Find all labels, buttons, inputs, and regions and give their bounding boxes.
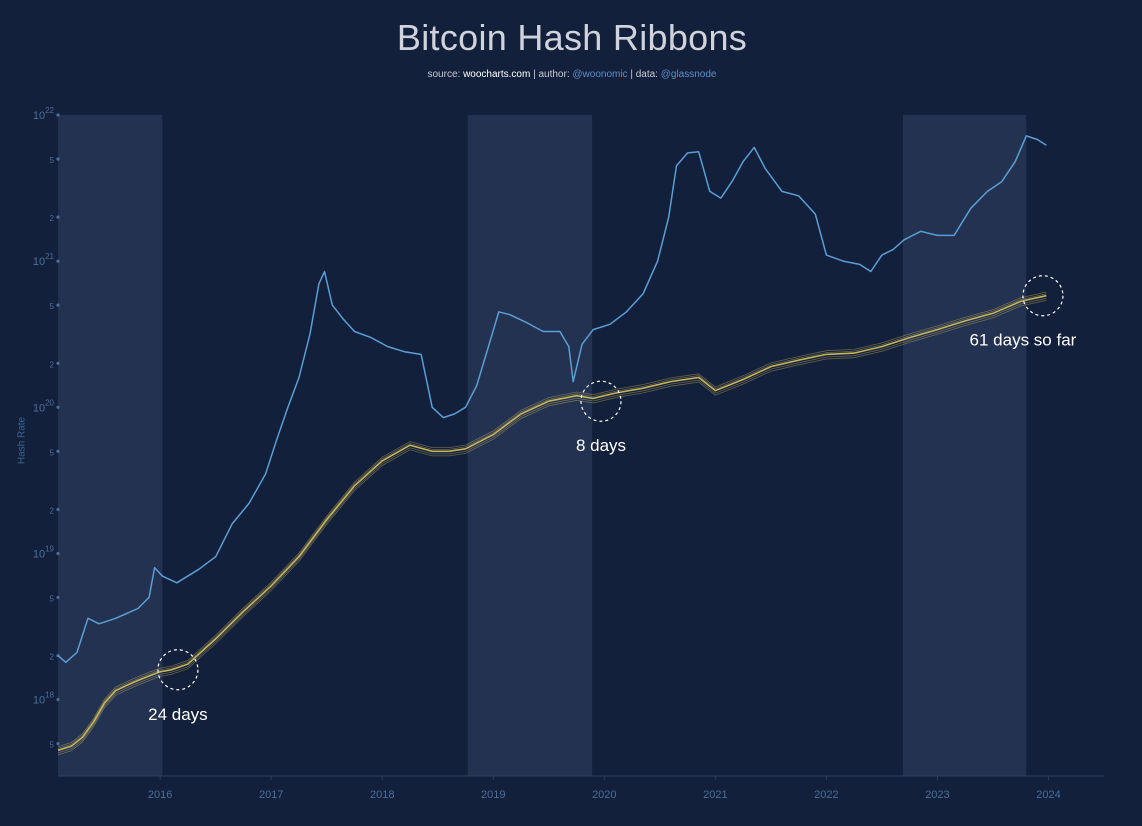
y-tick-mark: [56, 215, 60, 219]
annotation-label: 61 days so far: [970, 331, 1077, 350]
shaded-period: [903, 115, 1027, 776]
shaded-period: [467, 115, 593, 776]
y-tick-label: 5: [50, 156, 55, 165]
annotation-label: 8 days: [576, 436, 626, 455]
x-tick-label: 2022: [814, 789, 838, 801]
y-tick-mark: [56, 697, 60, 702]
y-tick-label: 1018: [33, 691, 55, 707]
y-tick-label: 1021: [33, 252, 55, 268]
y-tick-mark: [56, 551, 60, 556]
subtitle-author-prefix: | author:: [530, 69, 573, 80]
y-tick-mark: [56, 157, 60, 161]
chart-subtitle: source: woocharts.com | author: @woonomi…: [1, 69, 1142, 80]
shaded-period: [58, 115, 163, 776]
subtitle-prefix: source:: [427, 69, 464, 80]
y-tick-label: 5: [50, 448, 55, 457]
y-tick-label: 2: [50, 506, 55, 515]
y-tick-mark: [56, 741, 60, 746]
annotation-circle: [580, 380, 622, 422]
x-tick-label: 2017: [259, 789, 283, 801]
hash-ribbons-layer: [57, 291, 1047, 756]
hash-rate-line: [57, 135, 1047, 664]
y-tick-label: 5: [50, 594, 55, 603]
x-tick-label: 2020: [592, 789, 616, 801]
subtitle-source[interactable]: woocharts.com: [463, 69, 531, 80]
y-tick-mark: [56, 595, 60, 600]
hash-ribbons-band: [57, 291, 1047, 747]
y-tick-mark: [56, 113, 60, 117]
x-tick-label: 2024: [1036, 789, 1060, 801]
subtitle-data-source[interactable]: @glassnode: [660, 69, 717, 80]
y-axis-ticks: 1022 5 2 1021 5 2 1020 5 2 1019 5 2 1018 5: [33, 106, 60, 750]
x-tick-label: 2021: [703, 789, 727, 801]
x-tick-label: 2023: [925, 789, 949, 801]
hash-rate-layer: [57, 135, 1047, 664]
y-tick-mark: [56, 449, 60, 453]
subtitle-data-prefix: | data:: [627, 69, 661, 80]
y-tick-mark: [56, 405, 60, 409]
y-tick-label: 1020: [33, 398, 55, 414]
y-tick-label: 2: [50, 360, 55, 369]
y-tick-label: 1019: [33, 544, 55, 560]
y-tick-mark: [56, 507, 60, 512]
y-tick-mark: [56, 303, 60, 307]
x-tick-label: 2019: [481, 789, 505, 801]
hash-ribbons-band: [57, 297, 1047, 754]
annotation-circle: [157, 649, 199, 691]
x-axis-ticks: 2016201720182019202020212022202320242025: [148, 776, 1061, 801]
x-tick-label: 2018: [370, 789, 394, 801]
y-tick-mark: [56, 361, 60, 365]
annotations-layer: 24 days 8 days 61 days so far: [148, 275, 1077, 724]
x-tick-label: 2016: [148, 789, 172, 801]
y-tick-mark: [56, 259, 60, 263]
shaded-periods-layer: [58, 115, 1027, 776]
annotation-circle: [1022, 275, 1064, 317]
hash-ribbons-band: [57, 299, 1047, 756]
subtitle-author[interactable]: @woonomic: [572, 69, 628, 80]
hash-ribbons-band: [57, 293, 1047, 749]
y-tick-label: 1022: [33, 106, 55, 122]
y-tick-label: 2: [50, 653, 55, 662]
y-tick-label: 5: [50, 302, 55, 311]
y-tick-label: 2: [50, 214, 55, 223]
hash-ribbons-line: [57, 294, 1047, 752]
annotation-label: 24 days: [148, 705, 208, 724]
y-tick-label: 5: [50, 741, 55, 750]
chart-title: Bitcoin Hash Ribbons: [396, 17, 748, 58]
